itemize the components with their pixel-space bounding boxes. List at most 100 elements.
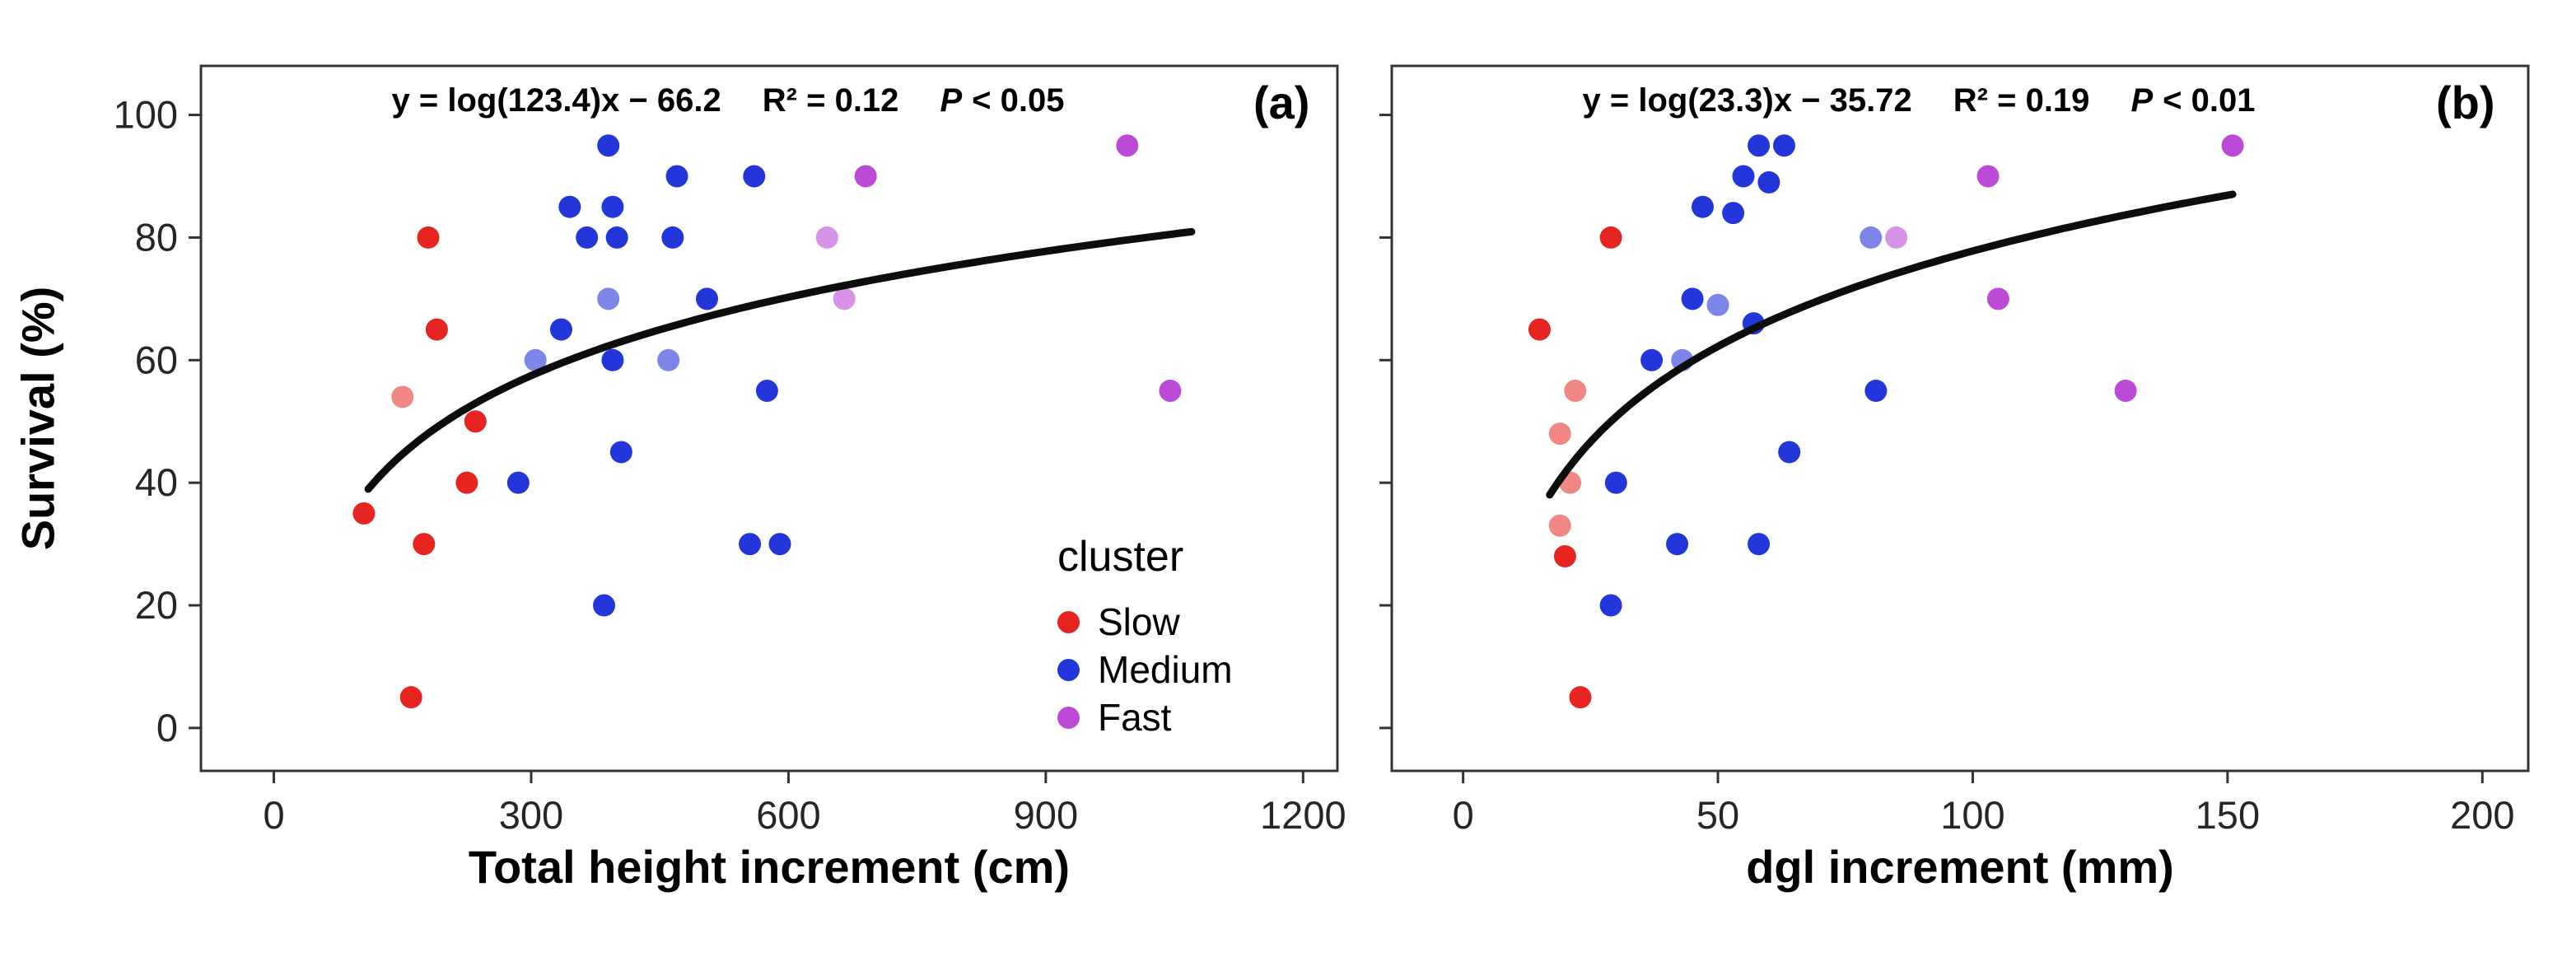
data-point-fast — [1986, 287, 2009, 310]
fit-curve — [364, 227, 1196, 493]
data-point-slow — [1553, 544, 1576, 567]
data-point-medium — [695, 287, 718, 310]
data-point-medium — [597, 287, 620, 310]
data-point-medium — [739, 533, 762, 556]
x-tick-label: 150 — [2196, 793, 2260, 837]
legend-item-slow: Slow — [1057, 598, 1233, 646]
data-point-medium — [1604, 471, 1627, 494]
data-point-medium — [1732, 165, 1755, 188]
data-point-medium — [1599, 594, 1622, 617]
equation-p-value-b: P < 0.01 — [2130, 82, 2255, 119]
panel-b: 0 50 100 150 200 — [1379, 64, 2530, 837]
data-point-fast — [854, 165, 877, 188]
data-point-slow — [391, 385, 414, 408]
data-point-medium — [1773, 134, 1796, 157]
legend-item-medium: Medium — [1057, 646, 1233, 693]
legend-title: cluster — [1057, 533, 1184, 581]
y-tick-label: 80 — [135, 215, 178, 259]
data-point-medium — [1691, 195, 1714, 218]
data-point-medium — [768, 533, 791, 556]
p-threshold-a: < 0.05 — [972, 82, 1065, 119]
y-tick-label: 100 — [114, 93, 178, 137]
x-tick-label: 0 — [263, 793, 284, 837]
data-point-medium — [593, 594, 616, 617]
panel-label-b: (b) — [2436, 77, 2495, 128]
data-point-medium — [549, 318, 572, 341]
equation-formula-a: y = log(123.4)x − 66.2 — [391, 82, 721, 119]
p-symbol-a: P — [940, 82, 963, 119]
data-point-slow — [417, 226, 440, 249]
data-point-medium — [558, 195, 581, 218]
x-tick-label: 600 — [756, 793, 820, 837]
data-point-medium — [1778, 441, 1801, 464]
data-point-fast — [2221, 134, 2244, 157]
data-point-fast — [833, 287, 856, 310]
data-point-fast — [1116, 134, 1139, 157]
data-point-medium — [601, 195, 624, 218]
panel-a: 0 300 600 900 1200 0 20 40 60 80 100 — [114, 64, 1346, 837]
data-point-medium — [1681, 287, 1704, 310]
data-point-slow — [352, 502, 376, 525]
y-tick-label: 60 — [135, 338, 178, 381]
data-point-medium — [605, 226, 628, 249]
data-point-fast — [2114, 380, 2137, 403]
data-point-slow — [455, 471, 478, 494]
x-axis-title-b: dgl increment (mm) — [1746, 841, 2174, 893]
data-point-medium — [1640, 348, 1664, 371]
data-point-medium — [661, 226, 684, 249]
x-tick-label: 0 — [1453, 793, 1474, 837]
x-axis-title-a: Total height increment (cm) — [468, 841, 1071, 893]
data-point-slow — [1599, 226, 1622, 249]
x-tick-label: 1200 — [1260, 793, 1346, 837]
data-point-medium — [665, 165, 688, 188]
legend-item-fast: Fast — [1057, 693, 1233, 741]
data-point-medium — [743, 165, 766, 188]
data-point-slow — [1564, 380, 1587, 403]
data-point-medium — [524, 348, 547, 371]
data-point-slow — [425, 318, 448, 341]
equation-r-squared-a: R² = 0.12 — [762, 82, 899, 119]
data-point-slow — [413, 533, 436, 556]
data-point-medium — [1864, 380, 1888, 403]
data-point-medium — [601, 348, 624, 371]
data-point-slow — [1548, 422, 1571, 446]
data-point-slow — [464, 410, 487, 433]
data-point-medium — [506, 471, 530, 494]
data-point-fast — [1885, 226, 1908, 249]
data-point-slow — [1569, 686, 1592, 709]
data-point-slow — [399, 686, 422, 709]
y-tick-label: 40 — [135, 460, 178, 504]
y-tick-label: 0 — [156, 706, 178, 749]
data-point-medium — [657, 348, 680, 371]
plot-border — [199, 64, 1339, 773]
y-tick-label: 20 — [135, 583, 178, 627]
legend-label-medium: Medium — [1098, 648, 1233, 691]
data-point-medium — [1748, 533, 1771, 556]
legend-label-slow: Slow — [1098, 600, 1180, 643]
legend: cluster Slow Medium Fast — [1057, 532, 1233, 741]
data-point-medium — [755, 380, 778, 403]
legend-dot-fast — [1057, 706, 1080, 729]
data-point-medium — [597, 134, 620, 157]
x-tick-label: 300 — [499, 793, 563, 837]
p-symbol-b: P — [2130, 82, 2154, 119]
data-point-medium — [1860, 226, 1883, 249]
legend-dot-medium — [1057, 658, 1080, 681]
x-tick-label: 900 — [1014, 793, 1078, 837]
data-point-medium — [1722, 202, 1745, 225]
data-point-fast — [815, 226, 838, 249]
y-axis-title: Survival (%) — [12, 286, 64, 551]
legend-dot-slow — [1057, 610, 1080, 633]
x-tick-label: 100 — [1940, 793, 2004, 837]
fit-curve — [1546, 190, 2237, 499]
data-point-fast — [1976, 165, 2000, 188]
data-point-medium — [1706, 293, 1729, 316]
data-point-medium — [609, 441, 632, 464]
equation-r-squared-b: R² = 0.19 — [1953, 82, 2090, 119]
data-point-slow — [1528, 318, 1551, 341]
data-point-medium — [1666, 533, 1689, 556]
equation-formula-b: y = log(23.3)x − 35.72 — [1582, 82, 1912, 119]
data-point-medium — [576, 226, 599, 249]
